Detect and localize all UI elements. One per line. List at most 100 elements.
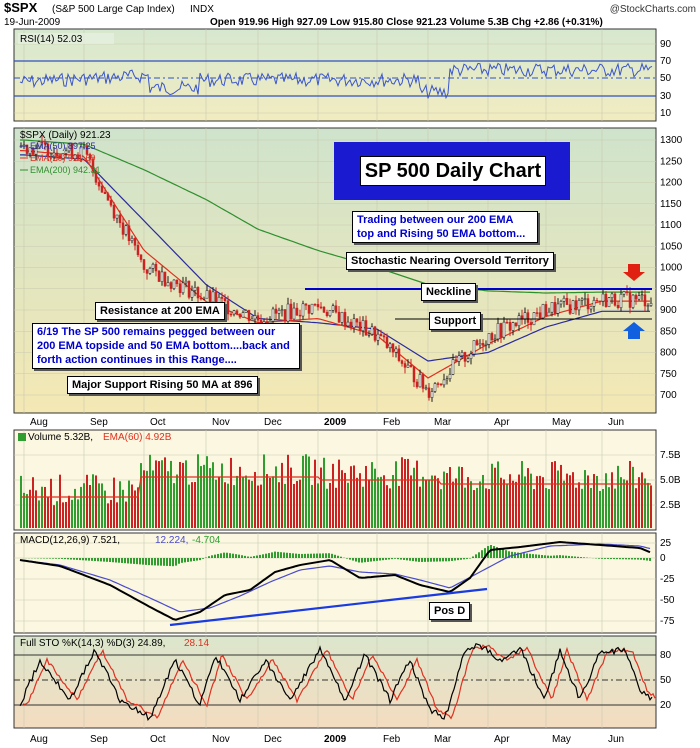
volume-bar — [416, 460, 418, 528]
macd-hist-bar — [346, 558, 348, 559]
volume-bar — [131, 484, 133, 528]
price-bar-body — [571, 300, 575, 314]
volume-bar — [344, 472, 346, 528]
x-tick-label: Oct — [150, 734, 166, 745]
volume-bar — [644, 478, 646, 528]
volume-bar — [392, 475, 394, 528]
price-bar-body — [496, 323, 500, 340]
macd-hist-bar — [121, 558, 123, 563]
macd-hist-bar — [352, 558, 354, 561]
macd-hist-bar — [325, 553, 327, 558]
volume-bar — [476, 487, 478, 528]
volume-bar — [86, 474, 88, 528]
x-tick-label: Jun — [608, 734, 624, 745]
price-bar-body — [250, 318, 254, 321]
volume-bar — [74, 488, 76, 528]
volume-bar — [125, 501, 127, 528]
macd-hist-bar — [382, 558, 384, 561]
price-bar-body — [316, 304, 320, 308]
macd-hist-bar — [559, 555, 561, 558]
macd-hist-bar — [517, 552, 519, 558]
price-bar-body — [226, 300, 230, 315]
volume-bar — [509, 474, 511, 528]
macd-hist-bar — [379, 558, 381, 561]
price-bar-body — [94, 170, 98, 183]
price-bar-body — [169, 282, 173, 289]
macd-hist-bar — [301, 553, 303, 558]
price-bar-body — [568, 304, 572, 314]
volume-bar — [422, 476, 424, 528]
price-bar-body — [115, 214, 119, 219]
price-bar-body — [340, 312, 344, 323]
volume-bar — [140, 463, 142, 528]
volume-bar — [563, 480, 565, 528]
y-tick-label: 2.5B — [660, 500, 681, 511]
volume-bar — [584, 470, 586, 528]
volume-bar — [581, 488, 583, 528]
volume-bar — [323, 457, 325, 528]
macd-hist-bar — [448, 558, 450, 562]
macd-hist-bar — [91, 558, 93, 561]
sto-panel — [13, 635, 657, 729]
macd-hist-bar — [565, 555, 567, 558]
price-bar-body — [307, 305, 311, 314]
volume-bar — [641, 472, 643, 528]
price-bar-body — [394, 348, 398, 353]
macd-hist-bar — [424, 558, 426, 562]
ema20-line — [20, 150, 650, 379]
price-bar-body — [49, 156, 53, 158]
macd-hist-bar — [466, 558, 468, 559]
price-bar-body — [616, 305, 620, 309]
macd-hist-bar — [433, 558, 435, 562]
volume-bar — [32, 477, 34, 528]
price-bar-body — [397, 348, 401, 361]
volume-bar — [173, 483, 175, 528]
price-bar-body — [253, 315, 257, 320]
volume-bar — [368, 480, 370, 528]
macd-hist-bar — [172, 558, 174, 567]
volume-bar — [536, 476, 538, 528]
volume-bar — [293, 483, 295, 528]
volume-bar — [206, 456, 208, 528]
price-bar-body — [643, 294, 647, 307]
price-bar-body — [499, 323, 503, 338]
macd-hist-bar — [253, 556, 255, 558]
volume-bar — [314, 459, 316, 528]
price-bar-body — [610, 293, 614, 298]
price-bar-body — [472, 340, 476, 355]
price-bar-body — [640, 294, 644, 296]
price-bar-body — [547, 311, 551, 317]
volume-bar — [302, 455, 304, 528]
macd-hist-bar — [316, 553, 318, 558]
macd-hist-bar — [277, 551, 279, 558]
macd-hist-bar — [406, 558, 408, 561]
trading-note: Trading between our 200 EMA top and Risi… — [352, 211, 538, 243]
volume-bar — [650, 485, 652, 528]
y-tick-label: 0 — [660, 553, 666, 564]
y-tick-label: 50 — [660, 73, 672, 84]
price-bar-body — [301, 303, 305, 317]
y-tick-label: -50 — [660, 595, 675, 606]
volume-bar — [404, 459, 406, 528]
price-bar-body — [157, 270, 161, 282]
macd-hist-bar — [64, 558, 66, 560]
exchange: INDX — [190, 4, 214, 15]
macd-hist-bar — [451, 558, 453, 561]
price-bar-body — [484, 344, 488, 346]
price-bar-body — [142, 259, 146, 270]
price-bar-body — [466, 358, 470, 362]
volume-bar — [614, 488, 616, 528]
price-bar-body — [88, 154, 92, 160]
price-bar-body — [304, 303, 308, 306]
volume-bar — [389, 488, 391, 528]
macd-hist-bar — [286, 552, 288, 558]
price-bar-body — [79, 146, 83, 160]
macd-hist-bar — [610, 558, 612, 560]
macd-hist-bar — [250, 556, 252, 558]
price-bar-body — [220, 296, 224, 299]
macd-hist-bar — [100, 558, 102, 562]
price-bar-body — [97, 182, 101, 187]
macd-hist-bar — [616, 558, 618, 560]
macd-hist-bar — [151, 558, 153, 566]
price-bar-body — [481, 343, 485, 346]
